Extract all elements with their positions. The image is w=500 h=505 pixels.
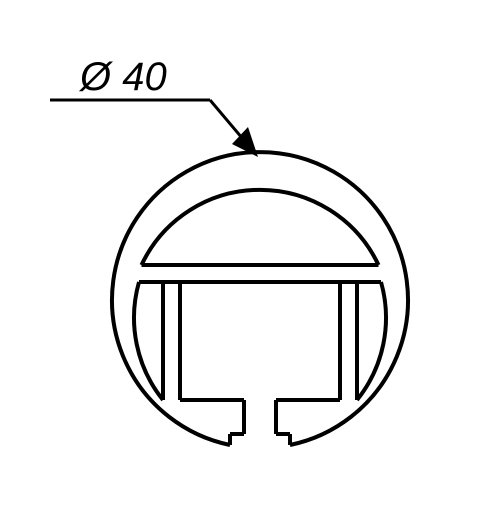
diameter-value: 40 (122, 55, 167, 99)
diameter-symbol: Ø (80, 55, 111, 99)
profile-drawing (0, 0, 500, 500)
outer-circle (112, 152, 408, 445)
technical-drawing: Ø 40 (0, 0, 500, 500)
inner-circle-upper (142, 190, 379, 265)
diameter-label: Ø 40 (80, 55, 167, 100)
